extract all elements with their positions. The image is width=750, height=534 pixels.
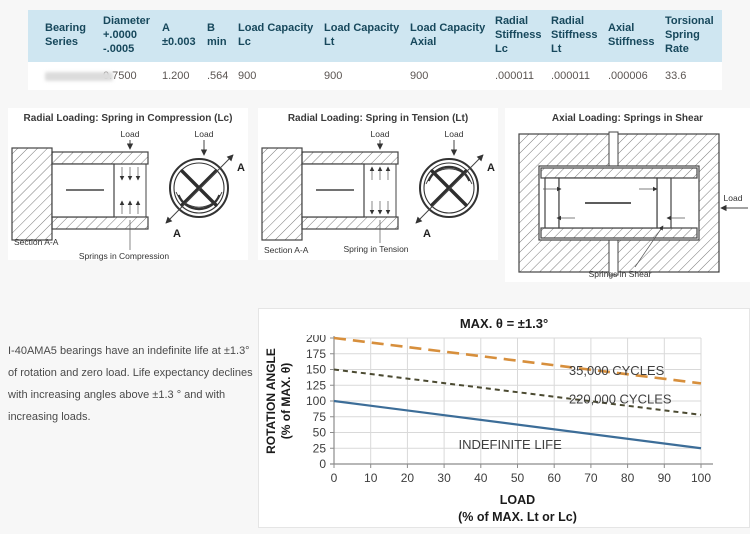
value-cell-0[interactable] bbox=[45, 71, 113, 81]
diagram-axial-shear: Axial Loading: Springs in Shear Load Spr… bbox=[505, 108, 750, 282]
load-label: Load bbox=[724, 193, 743, 203]
spec-table-data-row: 0.7500 1.200.564 900 900 900.000011.000011.0… bbox=[28, 62, 722, 90]
x-axis-subtitle: (% of MAX. Lt or Lc) bbox=[458, 510, 577, 524]
diagram-title: Radial Loading: Spring in Compression (L… bbox=[23, 113, 233, 124]
y-tick-label: 25 bbox=[313, 441, 327, 455]
springs-caption: Spring in Tension bbox=[343, 244, 408, 254]
y-tick-label: 50 bbox=[313, 426, 327, 440]
header-cell-6: Load Capacity Axial bbox=[410, 22, 486, 48]
diagram-radial-compression: Radial Loading: Spring in Compression (L… bbox=[8, 108, 248, 261]
section-caption: Section A-A bbox=[14, 237, 59, 247]
spring-plate-left bbox=[544, 177, 560, 229]
value-cell-2: 1.200 bbox=[162, 70, 190, 82]
header-cell-0: Bearing Series bbox=[45, 22, 86, 48]
springs-caption: Springs in Shear bbox=[589, 269, 652, 279]
housing-wall bbox=[261, 147, 303, 241]
load-label: Load bbox=[121, 129, 140, 139]
series-line-1 bbox=[333, 368, 702, 416]
housing-wall bbox=[11, 147, 53, 241]
header-cell-8: Radial Stiffness Lt bbox=[551, 15, 598, 55]
section-cut-line bbox=[415, 154, 484, 224]
value-cell-7: .000011 bbox=[495, 70, 534, 82]
x-tick-label: 90 bbox=[658, 471, 672, 485]
y-tick-label: 75 bbox=[313, 410, 327, 424]
race-bottom bbox=[540, 227, 698, 239]
x-axis-title: LOAD bbox=[500, 493, 535, 507]
radial-tension-drawing: Load Load A A Section A-A Spring in Tens… bbox=[261, 129, 495, 255]
outer-race-bottom bbox=[51, 216, 149, 230]
series-line-2 bbox=[333, 399, 702, 450]
y-axis-subtitle: (% of MAX. θ) bbox=[279, 363, 293, 439]
value-cell-8: .000011 bbox=[551, 70, 590, 82]
y-axis-title: ROTATION ANGLE bbox=[264, 348, 278, 454]
x-tick-label: 40 bbox=[474, 471, 488, 485]
value-cell-5: 900 bbox=[324, 70, 343, 82]
x-tick-label: 20 bbox=[401, 471, 415, 485]
diagram-title: Radial Loading: Spring in Tension (Lt) bbox=[287, 113, 469, 124]
value-cell-9: .000006 bbox=[608, 70, 648, 82]
leader-line bbox=[634, 225, 664, 268]
load-label: Load bbox=[371, 129, 390, 139]
x-tick-label: 30 bbox=[437, 471, 451, 485]
bearing-series-link-blurred[interactable] bbox=[45, 71, 113, 81]
outer-race-top bbox=[51, 151, 149, 165]
life-expectancy-note: I-40AMA5 bearings have an indefinite lif… bbox=[8, 345, 253, 423]
x-tick-label: 10 bbox=[364, 471, 378, 485]
section-letter: A bbox=[423, 228, 431, 240]
x-tick-label: 80 bbox=[621, 471, 635, 485]
y-tick-label: 200 bbox=[306, 335, 326, 345]
spec-table-header-row: Bearing Series Diameter +.0000 -.0005 A ±0… bbox=[28, 10, 722, 62]
series-line-0 bbox=[333, 336, 702, 385]
outer-race-top bbox=[301, 151, 399, 165]
header-cell-3: B min bbox=[207, 22, 227, 48]
life-cycle-chart: MAX. θ = ±1.3° 0 10 20 30 40 50 60 70 80 90 100 0 25… bbox=[258, 308, 750, 528]
housing-split-top bbox=[608, 131, 619, 168]
outer-race-bottom bbox=[301, 216, 399, 230]
chart-title: MAX. θ = ±1.3° bbox=[459, 316, 549, 331]
y-tick-label: 0 bbox=[319, 457, 326, 471]
diagram-radial-tension: Radial Loading: Spring in Tension (Lt) L… bbox=[258, 108, 498, 260]
load-label: Load bbox=[195, 129, 214, 139]
header-cell-10: Torsional Spring Rate bbox=[665, 15, 714, 55]
x-tick-label: 0 bbox=[331, 471, 338, 485]
series-label-2: INDEFINITE LIFE bbox=[459, 437, 563, 452]
spring-plate-right bbox=[656, 177, 672, 229]
series-label-1: 220,000 CYCLES bbox=[569, 392, 672, 407]
y-tick-label: 150 bbox=[306, 363, 326, 377]
race-top bbox=[540, 167, 698, 179]
x-tick-label: 60 bbox=[548, 471, 562, 485]
load-label: Load bbox=[445, 129, 464, 139]
section-letter: A bbox=[173, 228, 181, 240]
x-tick-label: 100 bbox=[691, 471, 711, 485]
value-cell-4: 900 bbox=[238, 70, 257, 82]
header-cell-9: Axial Stiffness bbox=[608, 22, 655, 48]
x-tick-label: 70 bbox=[584, 471, 598, 485]
section-letter: A bbox=[237, 162, 245, 174]
axial-shear-drawing: Load Springs in Shear bbox=[518, 131, 748, 279]
y-tick-label: 125 bbox=[306, 378, 326, 392]
x-tick-label: 50 bbox=[511, 471, 525, 485]
springs-caption: Springs in Compression bbox=[79, 251, 170, 261]
section-cut-line bbox=[165, 154, 234, 224]
section-caption: Section A-A bbox=[264, 245, 309, 255]
value-cell-10: 33.6 bbox=[665, 70, 687, 82]
header-cell-7: Radial Stiffness Lc bbox=[495, 15, 542, 55]
header-cell-4: Load Capacity Lc bbox=[238, 22, 314, 48]
header-cell-1: Diameter +.0000 -.0005 bbox=[103, 15, 151, 55]
value-cell-3: .564 bbox=[207, 70, 229, 82]
series-label-0: 35,000 CYCLES bbox=[569, 363, 665, 378]
radial-compression-drawing: Load Load A A Section A-A Springs in Com… bbox=[11, 129, 245, 261]
value-cell-6: 900 bbox=[410, 70, 429, 82]
section-letter: A bbox=[487, 162, 495, 174]
bearing-spec-table: Bearing Series Diameter +.0000 -.0005 A ±0… bbox=[28, 10, 722, 90]
y-tick-label: 100 bbox=[306, 394, 326, 408]
diagram-title: Axial Loading: Springs in Shear bbox=[551, 113, 704, 124]
header-cell-5: Load Capacity Lt bbox=[324, 22, 400, 48]
y-tick-label: 175 bbox=[306, 347, 326, 361]
header-cell-2: A ±0.003 bbox=[162, 22, 196, 48]
rotation-vs-load-plot: 0 10 20 30 40 50 60 70 80 90 100025507510012515017… bbox=[264, 331, 713, 524]
